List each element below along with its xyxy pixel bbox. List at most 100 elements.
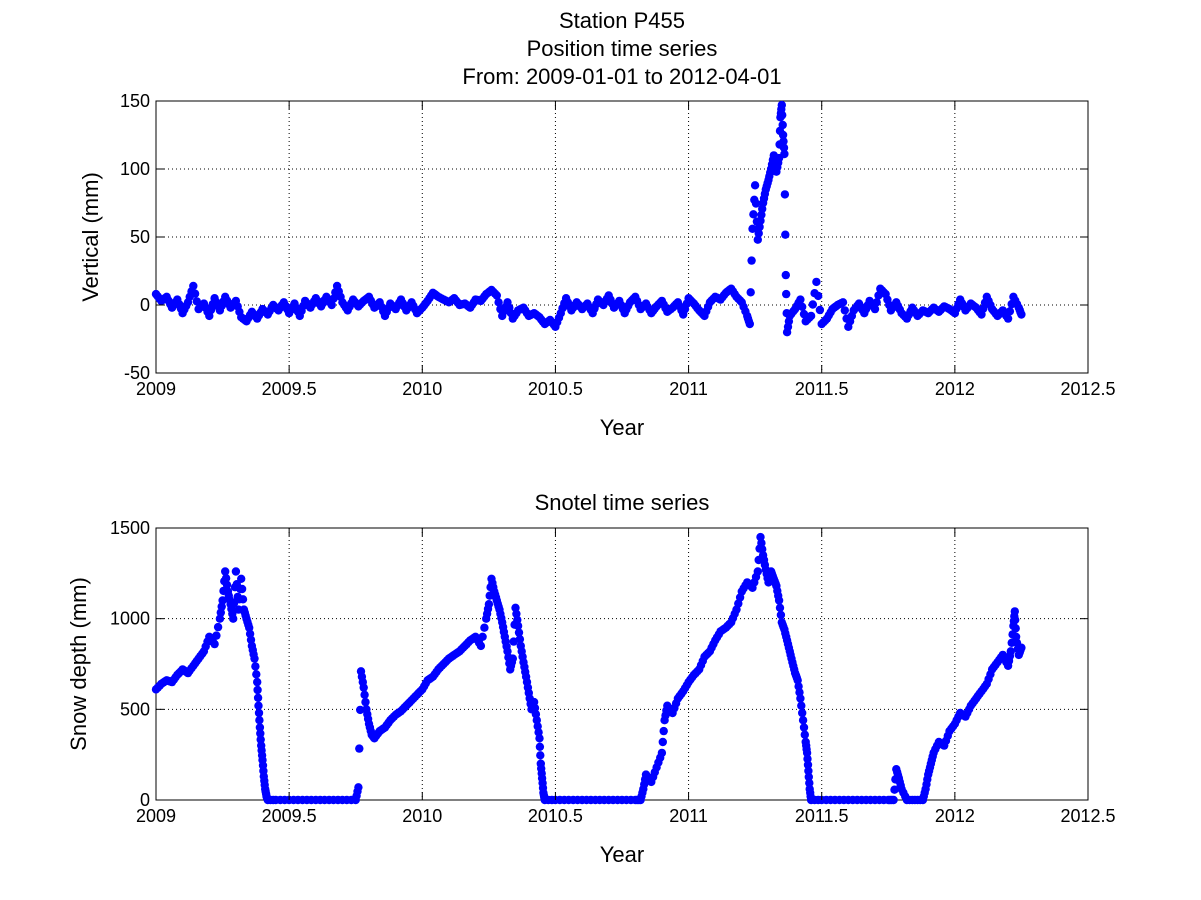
data-point bbox=[1011, 615, 1020, 625]
x-tick-label: 2009 bbox=[136, 379, 176, 399]
x-tick-label: 2010.5 bbox=[528, 806, 583, 826]
data-point bbox=[815, 305, 825, 315]
data-point bbox=[804, 772, 813, 782]
x-tick-label: 2010.5 bbox=[528, 379, 583, 399]
data-point bbox=[745, 319, 754, 329]
data-point bbox=[1005, 307, 1015, 316]
data-point bbox=[1006, 647, 1015, 656]
data-point bbox=[805, 778, 814, 788]
data-point bbox=[747, 256, 756, 265]
data-point bbox=[1011, 624, 1020, 633]
data-point bbox=[515, 635, 525, 644]
x-tick-label: 2011 bbox=[669, 379, 708, 399]
data-point bbox=[237, 584, 247, 594]
data-point bbox=[251, 662, 260, 671]
title-group: Snotel time series bbox=[535, 490, 710, 515]
y-ticks: -50 0 50 100 150 bbox=[120, 91, 1088, 383]
x-tick-label: 2009.5 bbox=[262, 379, 317, 399]
data-point bbox=[253, 677, 262, 687]
data-point bbox=[213, 622, 223, 632]
data-point bbox=[212, 631, 221, 640]
data-point bbox=[254, 701, 263, 710]
chart-title-line: Station P455 bbox=[559, 8, 685, 33]
data-point bbox=[840, 306, 849, 315]
x-tick-label: 2010 bbox=[402, 806, 442, 826]
data-point bbox=[513, 621, 523, 631]
plot-snow-depth: Snotel time series 2009 2009.5 2010 2010.5 2… bbox=[66, 490, 1116, 867]
data-point bbox=[329, 294, 338, 303]
data-point bbox=[659, 726, 668, 736]
x-ticks: 2009 2009.5 2010 2010.5 2011 2011.5 2012 2012.5 bbox=[136, 101, 1116, 399]
data-point bbox=[838, 298, 848, 307]
data-point bbox=[221, 574, 231, 583]
data-point bbox=[781, 270, 790, 280]
data-point bbox=[777, 100, 786, 110]
plot-vertical-position: Station P455 Position time series From: 20… bbox=[78, 8, 1116, 440]
data-point bbox=[229, 614, 238, 623]
data-point bbox=[804, 766, 813, 776]
data-point bbox=[751, 199, 761, 208]
y-tick-label: 50 bbox=[130, 227, 150, 247]
y-tick-label: 1000 bbox=[110, 609, 150, 629]
x-axis-label: Year bbox=[600, 842, 644, 867]
x-tick-label: 2009.5 bbox=[262, 806, 317, 826]
data-point bbox=[750, 181, 760, 190]
data-point bbox=[478, 632, 487, 641]
data-point bbox=[221, 567, 230, 576]
data-points bbox=[151, 100, 1026, 337]
data-point bbox=[803, 754, 812, 764]
x-tick-label: 2011 bbox=[669, 806, 708, 826]
data-point bbox=[658, 737, 667, 747]
x-tick-label: 2010 bbox=[402, 379, 442, 399]
data-point bbox=[508, 654, 517, 663]
y-axis-label: Snow depth (mm) bbox=[66, 577, 91, 751]
data-point bbox=[779, 143, 789, 152]
data-point bbox=[796, 694, 805, 703]
data-point bbox=[255, 723, 265, 732]
data-point bbox=[492, 291, 501, 300]
x-tick-label: 2012.5 bbox=[1060, 806, 1115, 826]
data-point bbox=[252, 670, 261, 679]
data-point bbox=[514, 628, 524, 637]
y-tick-label: 1500 bbox=[110, 518, 150, 538]
data-point bbox=[255, 716, 264, 725]
data-point bbox=[798, 716, 808, 725]
data-point bbox=[780, 149, 789, 159]
data-point bbox=[806, 311, 816, 321]
data-point bbox=[210, 639, 219, 649]
x-tick-label: 2009 bbox=[136, 806, 176, 826]
data-point bbox=[778, 130, 788, 140]
data-point bbox=[799, 723, 809, 732]
data-points bbox=[151, 532, 1026, 805]
data-point bbox=[222, 580, 232, 589]
data-point bbox=[253, 685, 262, 695]
data-point bbox=[754, 229, 763, 238]
y-axis-label: Vertical (mm) bbox=[78, 172, 103, 302]
data-point bbox=[757, 538, 766, 548]
data-point bbox=[889, 795, 898, 805]
y-tick-label: 0 bbox=[140, 790, 150, 810]
data-point bbox=[753, 235, 762, 244]
data-point bbox=[484, 600, 494, 609]
data-point bbox=[189, 281, 198, 291]
data-point bbox=[256, 729, 265, 738]
data-point bbox=[778, 110, 787, 120]
data-point bbox=[796, 295, 805, 304]
data-point bbox=[535, 734, 544, 743]
x-tick-label: 2011.5 bbox=[795, 379, 849, 399]
y-tick-label: 100 bbox=[120, 159, 150, 179]
data-point bbox=[749, 210, 758, 219]
data-point bbox=[253, 693, 263, 702]
grid bbox=[156, 528, 1088, 800]
y-tick-label: 150 bbox=[120, 91, 150, 111]
data-point bbox=[1017, 643, 1026, 652]
data-point bbox=[776, 610, 786, 620]
y-tick-label: -50 bbox=[124, 363, 150, 383]
data-point bbox=[872, 298, 881, 307]
data-point bbox=[748, 224, 757, 233]
x-tick-label: 2012 bbox=[935, 806, 975, 826]
data-point bbox=[780, 190, 790, 199]
x-tick-label: 2012.5 bbox=[1060, 379, 1115, 399]
data-point bbox=[218, 596, 227, 605]
